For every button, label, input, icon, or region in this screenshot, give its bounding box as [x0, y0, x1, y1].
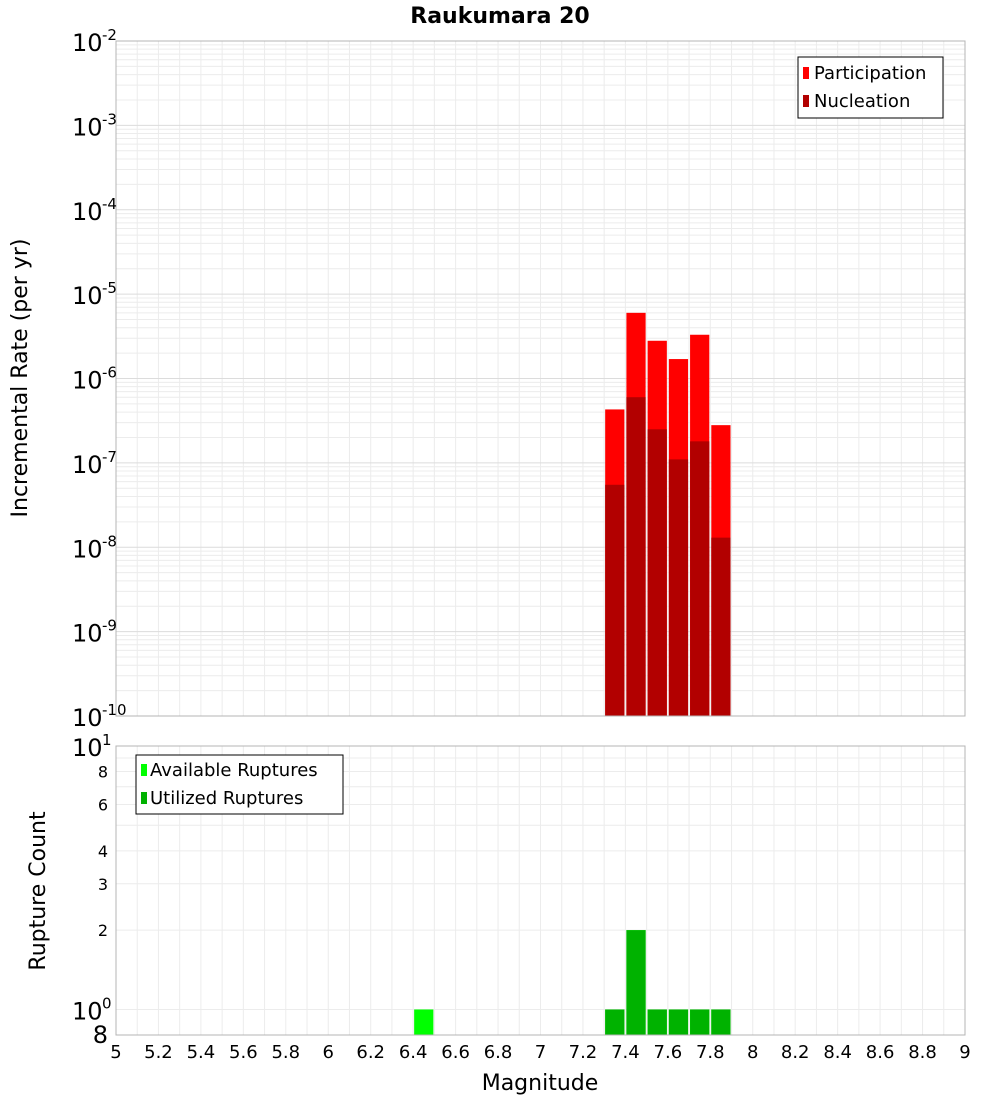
y-tick-label: 10	[72, 734, 103, 762]
y-tick-label: 10	[72, 367, 103, 395]
bar-nucleation	[711, 537, 731, 716]
bar-utilized-ruptures	[668, 1009, 689, 1035]
x-tick-label: 9	[959, 1042, 970, 1063]
bottom-legend: Available Ruptures Utilized Ruptures	[135, 754, 344, 815]
top-legend: Participation Nucleation	[797, 56, 944, 119]
legend-swatch-participation	[803, 67, 809, 79]
y-tick-label-minor: 3	[98, 875, 108, 894]
x-tick-label: 7.4	[611, 1042, 640, 1063]
y-tick-label-minor: 2	[98, 921, 108, 940]
x-tick-label: 7.6	[654, 1042, 683, 1063]
bar-nucleation	[605, 484, 625, 716]
x-tick-label: 5.8	[271, 1042, 300, 1063]
x-tick-label: 5	[110, 1042, 121, 1063]
y-tick-label: 10	[72, 997, 103, 1025]
y-tick-label: 10	[72, 620, 103, 648]
bar-utilized-ruptures	[690, 1009, 710, 1035]
x-tick-label: 5.6	[229, 1042, 258, 1063]
x-tick-label: 8.8	[908, 1042, 937, 1063]
y-tick-exponent: -9	[102, 617, 117, 635]
x-tick-label: 6.4	[399, 1042, 428, 1063]
y-tick-exponent: -8	[102, 532, 117, 550]
bar-nucleation	[647, 429, 667, 716]
x-tick-label: 8.2	[781, 1042, 810, 1063]
y-tick-exponent: -6	[102, 364, 117, 382]
y-tick-label: 10	[72, 535, 103, 563]
y-tick-label-minor: 4	[98, 842, 108, 861]
x-tick-label: 6.8	[484, 1042, 513, 1063]
bar-utilized-ruptures	[711, 1009, 731, 1035]
bottom-plot-bars	[414, 930, 731, 1035]
bottom-plot-frame	[115, 745, 966, 1036]
y-tick-label-minor: 8	[98, 763, 108, 782]
legend-label-nucleation: Nucleation	[814, 91, 910, 112]
top-plot-bars	[605, 312, 731, 716]
y-tick-exponent: -2	[102, 26, 117, 44]
bar-utilized-ruptures	[626, 930, 646, 1035]
x-tick-label: 5.2	[144, 1042, 173, 1063]
y-tick-label-bottom: 8	[93, 1021, 108, 1049]
y-tick-label-minor: 6	[98, 795, 108, 814]
bar-nucleation	[626, 397, 646, 716]
x-tick-label: 8	[747, 1042, 758, 1063]
y-tick-exponent: 0	[102, 994, 112, 1012]
top-plot-frame	[115, 40, 966, 717]
x-tick-label: 7.8	[696, 1042, 725, 1063]
y-tick-exponent: -10	[102, 701, 127, 719]
top-legend-box	[797, 56, 944, 119]
top-plot-grid	[115, 41, 966, 717]
bottom-legend-box	[135, 754, 344, 815]
y-tick-exponent: -7	[102, 448, 117, 466]
legend-label-participation: Participation	[814, 63, 926, 84]
chart-title: Raukumara 20	[410, 4, 589, 29]
top-y-axis-label: Incremental Rate (per yr)	[8, 239, 33, 518]
legend-label-available-ruptures: Available Ruptures	[150, 760, 318, 781]
y-tick-exponent: 1	[102, 731, 112, 749]
y-tick-label: 10	[72, 451, 103, 479]
x-tick-label: 6	[323, 1042, 334, 1063]
x-tick-label: 8.4	[823, 1042, 852, 1063]
bar-available-ruptures	[414, 1009, 434, 1035]
y-tick-label: 10	[72, 704, 103, 732]
x-tick-label: 7	[535, 1042, 546, 1063]
x-tick-label: 8.6	[866, 1042, 895, 1063]
x-axis-ticks: 5 5.2 5.4 5.6 5.8 6 6.2 6.4 6.6 6.8 7 7.2 7.4 7.6 7.8 8…	[110, 1042, 970, 1063]
top-y-axis-ticks: 10-210-310-410-510-610-710-810-910-10	[72, 26, 127, 732]
bar-utilized-ruptures	[647, 1009, 667, 1035]
x-tick-label: 6.6	[441, 1042, 470, 1063]
x-tick-label: 6.2	[356, 1042, 385, 1063]
y-tick-label: 10	[72, 282, 103, 310]
bottom-y-axis-label: Rupture Count	[26, 811, 51, 971]
y-tick-exponent: -5	[102, 279, 117, 297]
y-tick-exponent: -4	[102, 195, 117, 213]
x-tick-label: 5.4	[187, 1042, 216, 1063]
x-axis-label: Magnitude	[482, 1071, 599, 1096]
y-tick-label: 10	[72, 113, 103, 141]
bar-utilized-ruptures	[605, 1009, 625, 1035]
bar-nucleation	[690, 441, 710, 716]
x-tick-label: 7.2	[569, 1042, 598, 1063]
bar-nucleation	[668, 459, 689, 716]
legend-swatch-available-ruptures	[141, 764, 147, 776]
legend-swatch-utilized-ruptures	[141, 792, 147, 804]
legend-swatch-nucleation	[803, 95, 809, 107]
legend-label-utilized-ruptures: Utilized Ruptures	[150, 788, 303, 809]
y-tick-exponent: -3	[102, 110, 117, 128]
y-tick-label: 10	[72, 29, 103, 57]
y-tick-label: 10	[72, 198, 103, 226]
